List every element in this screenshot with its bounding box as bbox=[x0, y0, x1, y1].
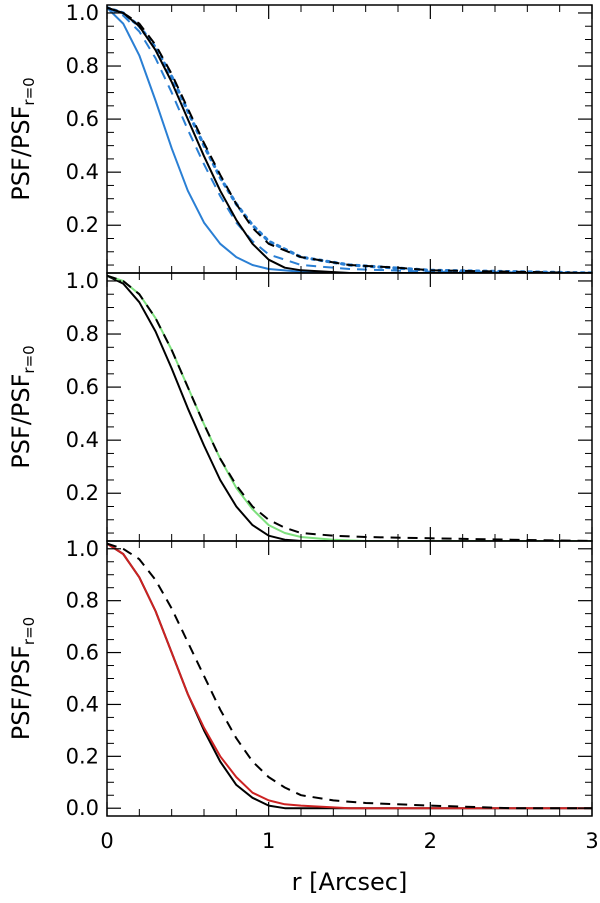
panel-3-y-axis-label: PSF/PSFr=0 bbox=[7, 617, 38, 740]
panel-2-y-axis-label: PSF/PSFr=0 bbox=[7, 345, 38, 468]
panel-2-series bbox=[107, 274, 592, 541]
panel-3-ytick-label: 0.2 bbox=[66, 744, 99, 768]
panel-1-series-2-line bbox=[107, 6, 592, 273]
xtick-label: 1 bbox=[262, 829, 275, 853]
panel-1-series-3-line bbox=[107, 6, 592, 273]
panel-1-ytick-label: 0.2 bbox=[66, 213, 99, 237]
panel-2-series-1-line bbox=[107, 274, 592, 541]
xtick-label: 0 bbox=[100, 829, 113, 853]
panel-3-ytick-label: 0.4 bbox=[66, 692, 99, 716]
panel-3-ytick-label: 0.0 bbox=[66, 796, 99, 820]
panel-frames bbox=[106, 4, 593, 817]
panel-1-ytick-label: 1.0 bbox=[66, 1, 99, 25]
xtick-label: 2 bbox=[424, 829, 437, 853]
plot-area bbox=[107, 6, 592, 810]
panel-2-series-3-line bbox=[107, 274, 592, 541]
x-axis-label: r [Arcsec] bbox=[292, 868, 408, 896]
panel-2-ytick-label: 0.6 bbox=[66, 375, 99, 399]
panel-1-frame bbox=[106, 4, 593, 274]
panel-3-series-3-line bbox=[107, 542, 592, 810]
axis-text: 0.2 0.4 0.6 0.8 1.0 PSF/PSFr=0 0.2 0.4 0.6 0.8 1.0… bbox=[7, 1, 599, 896]
panel-1-series-5-line bbox=[107, 6, 592, 273]
panel-3-frame bbox=[106, 540, 593, 817]
panel-1-series-4-line bbox=[107, 6, 592, 273]
panel-2-ytick-label: 0.8 bbox=[66, 322, 99, 346]
panel-2-ytick-label: 0.2 bbox=[66, 481, 99, 505]
panel-1-series-1-line bbox=[107, 6, 592, 273]
panel-3-ytick-label: 0.8 bbox=[66, 589, 99, 613]
panel-1-y-axis-label: PSF/PSFr=0 bbox=[7, 77, 38, 200]
panel-1-ytick-label: 0.4 bbox=[66, 160, 99, 184]
panel-3-series-2-line bbox=[107, 542, 592, 810]
xtick-label: 3 bbox=[585, 829, 598, 853]
panel-3-ytick-label: 0.6 bbox=[66, 641, 99, 665]
panel-1-series bbox=[107, 6, 592, 273]
panel-2-ytick-label: 1.0 bbox=[66, 269, 99, 293]
panel-3-ytick-label: 1.0 bbox=[66, 537, 99, 561]
panel-3-series bbox=[107, 542, 592, 810]
panel-1-ytick-label: 0.6 bbox=[66, 107, 99, 131]
panel-1-ytick-label: 0.8 bbox=[66, 54, 99, 78]
panel-2-frame bbox=[106, 272, 593, 542]
panel-2-series-2-line bbox=[107, 274, 592, 541]
panel-2-ytick-label: 0.4 bbox=[66, 428, 99, 452]
